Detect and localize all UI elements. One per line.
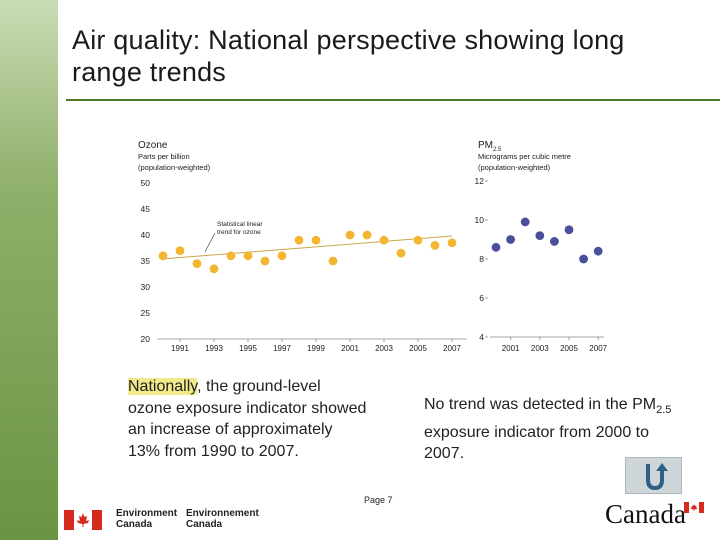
ozone-data-point	[379, 235, 389, 245]
canada-flag-icon	[64, 510, 102, 530]
ozone-data-point	[362, 230, 372, 240]
env-en-line2: Canada	[116, 519, 153, 530]
ozone-data-point	[311, 235, 321, 245]
pm-data-point	[491, 242, 501, 252]
ozone-plot: 20 25 30 35 40 45 50 1991 1993 1995 1997 1999 2001 20…	[141, 178, 467, 353]
ozone-y-tick-label: 45	[141, 204, 151, 214]
ozone-y-tick-label: 35	[141, 256, 151, 266]
pm-data-point	[535, 231, 545, 241]
pm-y-tick-label: 4	[479, 332, 484, 342]
ozone-x-tick-label: 1995	[239, 344, 257, 353]
ozone-data-point	[226, 251, 236, 261]
ozone-summary-rest: , the ground-level ozone exposure indica…	[128, 378, 367, 460]
pm-data-point	[506, 235, 515, 244]
environment-canada-en: Environment Canada	[116, 508, 177, 530]
pm-plot: 4 6 8 10 12 2001 2003 2005 2007	[475, 176, 608, 353]
pm-summary-text: No trend was detected in the PM2.5 expos…	[424, 394, 674, 465]
slide-title: Air quality: National perspective showin…	[72, 25, 625, 87]
trend-label-1: Statistical linear	[217, 221, 263, 228]
ozone-x-tick-label: 1999	[307, 344, 325, 353]
pm-x-tick-label: 2001	[502, 344, 520, 353]
pm-data-point	[550, 237, 559, 246]
ozone-data-point	[192, 259, 202, 268]
pm-summary-post: exposure indicator from 2000 to 2007.	[424, 423, 650, 463]
pm-y-tick-label: 12	[475, 176, 485, 186]
ozone-data-point	[158, 251, 168, 261]
ozone-x-tick-label: 2003	[375, 344, 393, 353]
ozone-data-point	[209, 264, 219, 274]
ozone-summary-text: Nationally, the ground-level ozone expos…	[128, 376, 368, 462]
pm-data-point	[579, 254, 588, 264]
pm-title-sub: 2.5	[493, 147, 502, 153]
u-turn-arrow-icon	[646, 463, 668, 491]
ozone-title: Ozone	[138, 140, 168, 151]
ozone-y-tick-label: 40	[141, 230, 151, 240]
env-fr-line2: Canada	[186, 519, 223, 530]
canada-wordmark: Canada	[605, 499, 686, 529]
ozone-data-point	[413, 235, 423, 245]
pm-title-main: PM	[478, 140, 493, 151]
ozone-data-point	[345, 230, 355, 240]
pm-y-tick-label: 6	[479, 293, 484, 303]
ozone-data-point	[328, 256, 338, 266]
ozone-y-tick-label: 25	[141, 308, 151, 318]
ozone-x-tick-label: 2001	[341, 344, 359, 353]
ozone-x-tick-label: 1997	[273, 344, 291, 353]
pm-data-point	[593, 246, 603, 256]
env-fr-line1: Environnement	[186, 508, 259, 519]
pm-summary-sub: 2.5	[656, 404, 672, 417]
ozone-x-tick-label: 2005	[409, 344, 427, 353]
ozone-x-tick-label: 2007	[443, 344, 461, 353]
ozone-data-point	[277, 251, 287, 261]
ozone-data-point	[447, 238, 457, 248]
title-underline	[66, 99, 720, 101]
pm-x-tick-label: 2005	[560, 344, 578, 353]
page-number: Page 7	[364, 495, 393, 505]
pm-ylabel-1: Micrograms per cubic metre	[478, 152, 571, 161]
ozone-x-tick-label: 1993	[205, 344, 223, 353]
trend-label-2: trend for ozone	[217, 229, 261, 236]
pm-x-tick-label: 2007	[589, 344, 607, 353]
pm-title: PM2.5	[478, 140, 502, 153]
trend-label-pointer	[204, 232, 216, 253]
pm-ylabel-2: (population-weighted)	[478, 163, 551, 172]
ozone-ylabel-1: Parts per billion	[138, 152, 190, 161]
pm-data-point	[564, 225, 574, 235]
environment-canada-fr: Environnement Canada	[186, 508, 259, 530]
ozone-data-point	[260, 256, 270, 266]
ozone-data-point	[430, 241, 440, 250]
pm-x-tick-label: 2003	[531, 344, 549, 353]
pm-y-tick-label: 10	[475, 215, 485, 225]
pm-summary-pre: No trend was detected in the PM	[424, 396, 657, 413]
left-accent-bar	[0, 0, 58, 540]
ozone-x-tick-label: 1991	[171, 344, 189, 353]
ozone-y-tick-label: 50	[141, 178, 151, 188]
wordmark-flag-icon	[684, 502, 704, 513]
ozone-trend-line	[162, 235, 453, 260]
highlight-nationally: Nationally	[128, 378, 198, 395]
pm-data-point	[520, 217, 530, 227]
ozone-ylabel-2: (population-weighted)	[138, 163, 211, 172]
ozone-y-tick-label: 20	[141, 334, 151, 344]
ozone-data-point	[243, 251, 253, 261]
ozone-data-point	[175, 246, 185, 256]
ozone-y-tick-label: 30	[141, 282, 151, 292]
ozone-data-point	[294, 235, 304, 245]
ozone-data-point	[396, 248, 406, 258]
pm-y-tick-label: 8	[479, 254, 484, 264]
env-en-line1: Environment	[116, 508, 178, 519]
return-button[interactable]	[625, 457, 682, 494]
